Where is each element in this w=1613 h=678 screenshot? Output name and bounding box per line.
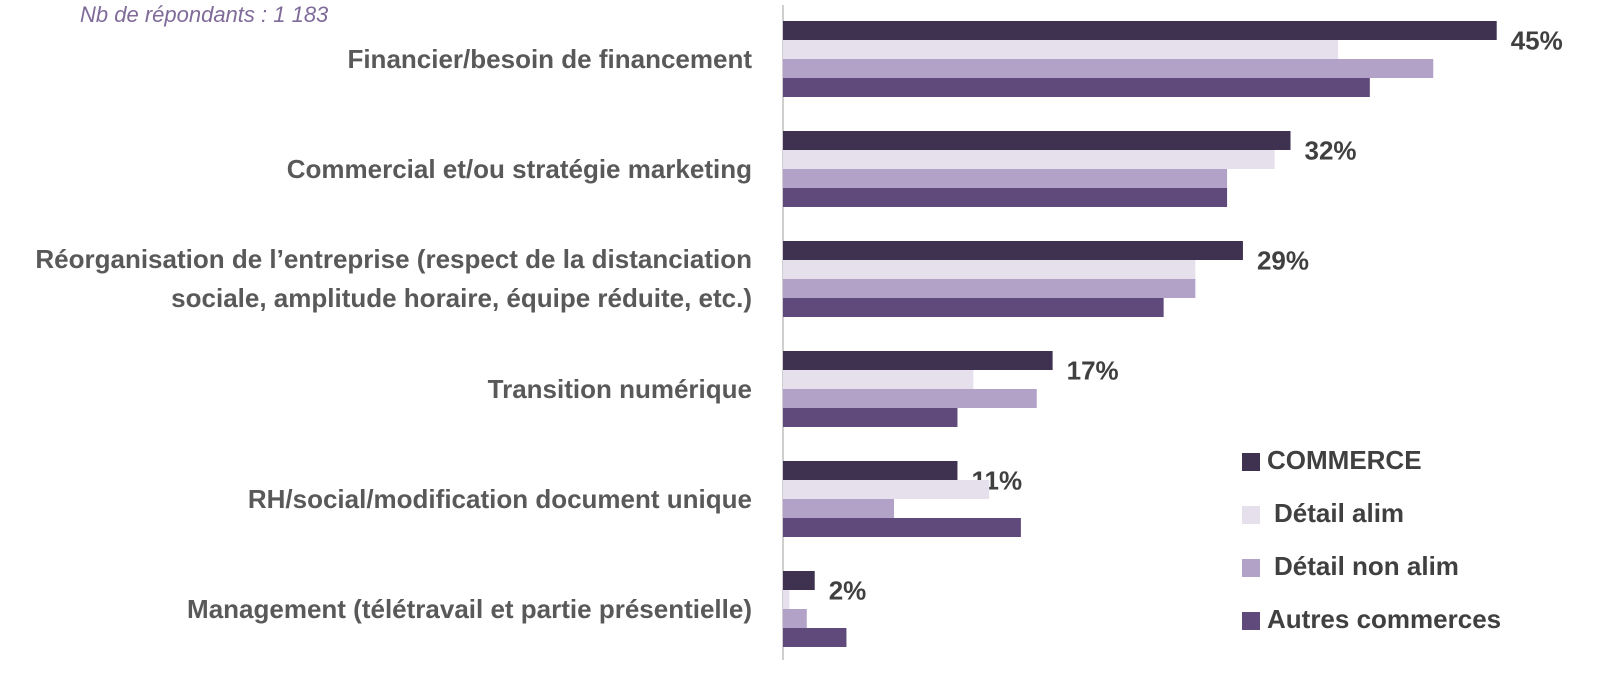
category-label: Commercial et/ou stratégie marketing bbox=[286, 153, 752, 184]
bar bbox=[783, 571, 815, 590]
value-label: 45% bbox=[1511, 25, 1563, 55]
category-label: Management (télétravail et partie présen… bbox=[187, 593, 752, 624]
bar bbox=[783, 21, 1497, 40]
value-label: 2% bbox=[829, 575, 867, 605]
legend-label: Détail non alim bbox=[1274, 551, 1459, 581]
bar bbox=[783, 298, 1164, 317]
bar bbox=[783, 59, 1434, 78]
legend-label: COMMERCE bbox=[1267, 445, 1422, 475]
bar bbox=[783, 169, 1228, 188]
legend-label: Détail alim bbox=[1274, 498, 1404, 528]
legend-swatch bbox=[1242, 453, 1260, 471]
bar bbox=[783, 408, 958, 427]
bar bbox=[783, 480, 990, 499]
subtitle: Nb de répondants : 1 183 bbox=[80, 2, 329, 27]
category-label: Transition numérique bbox=[487, 373, 752, 404]
bar bbox=[783, 609, 807, 628]
bar bbox=[783, 131, 1291, 150]
bar bbox=[783, 150, 1275, 169]
bar bbox=[783, 461, 958, 480]
bar bbox=[783, 590, 790, 609]
bar bbox=[783, 351, 1053, 370]
value-label: 32% bbox=[1305, 135, 1357, 165]
category-label: Financier/besoin de financement bbox=[347, 43, 752, 74]
bar bbox=[783, 260, 1196, 279]
bar bbox=[783, 370, 974, 389]
legend-label: Autres commerces bbox=[1267, 604, 1501, 634]
legend-swatch bbox=[1242, 559, 1260, 577]
bar bbox=[783, 78, 1370, 97]
bar bbox=[783, 279, 1196, 298]
bar bbox=[783, 499, 895, 518]
value-label: 17% bbox=[1067, 355, 1119, 385]
bar bbox=[783, 389, 1037, 408]
bar bbox=[783, 40, 1339, 59]
category-label: Réorganisation de l’entreprise (respect … bbox=[35, 244, 752, 313]
legend-swatch bbox=[1242, 612, 1260, 630]
bar bbox=[783, 188, 1228, 207]
legend-swatch bbox=[1242, 506, 1260, 524]
bar bbox=[783, 628, 847, 647]
value-label: 29% bbox=[1257, 245, 1309, 275]
bar bbox=[783, 241, 1243, 260]
bar bbox=[783, 518, 1021, 537]
category-label: RH/social/modification document unique bbox=[247, 483, 752, 514]
